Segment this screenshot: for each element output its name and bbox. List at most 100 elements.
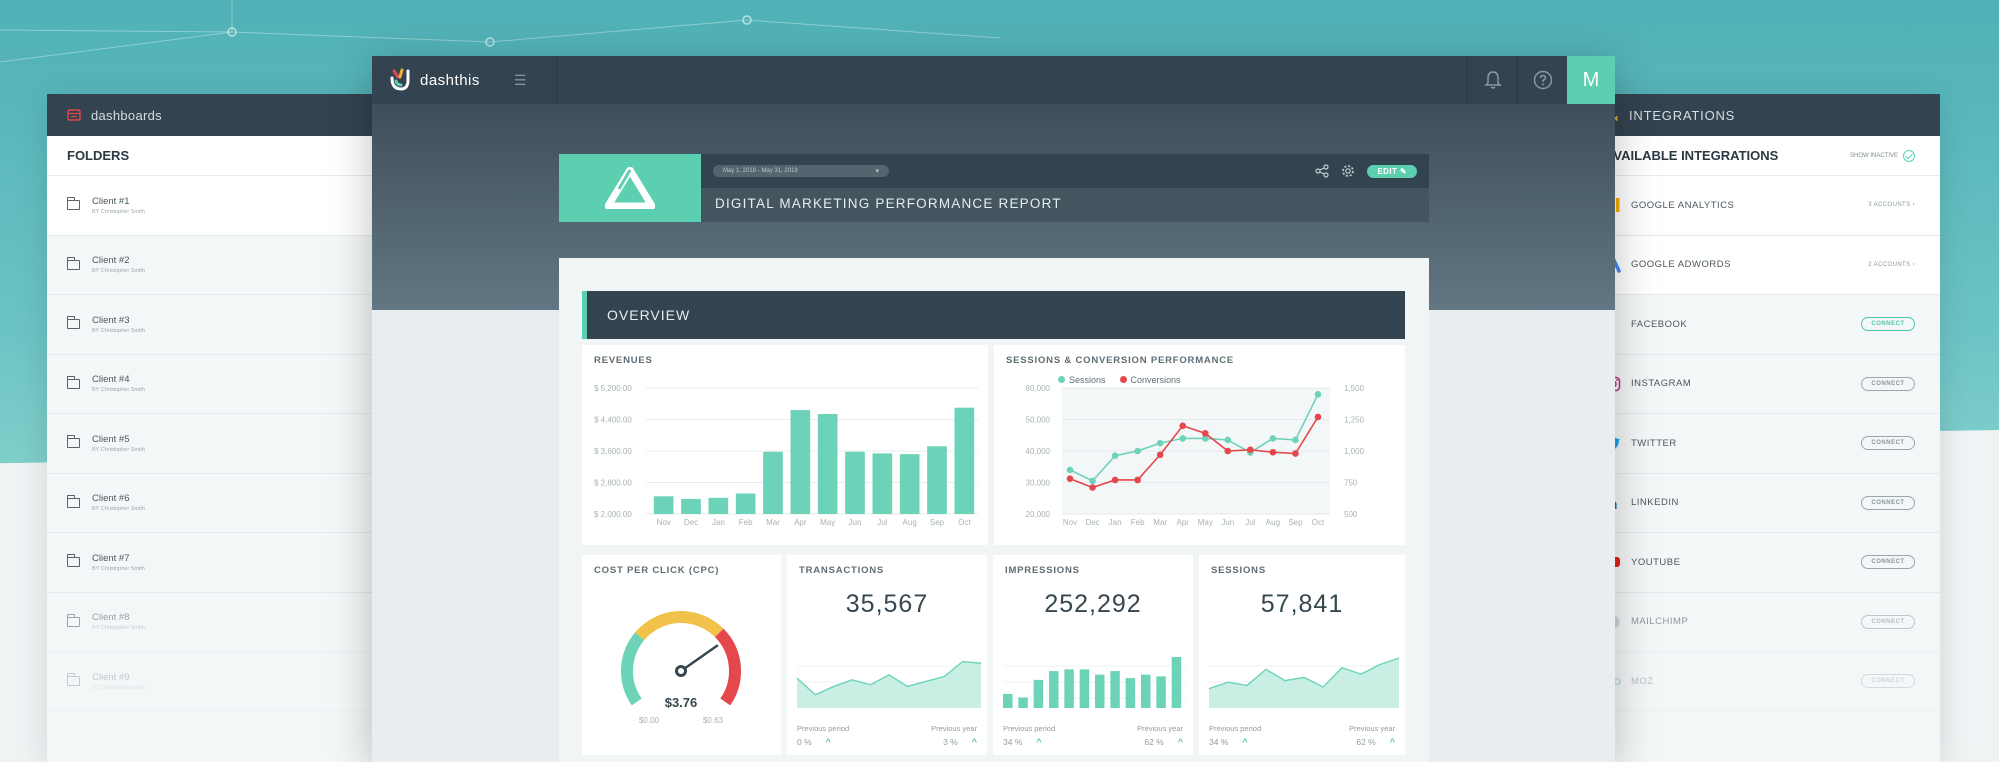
sessions-widget[interactable]: SESSIONS 57,841 Previous period 34 % ^ Pr…: [1199, 555, 1405, 755]
x-tick-label: Apr: [794, 518, 807, 527]
folder-item[interactable]: Client #6 BY Christopher Smith: [47, 474, 402, 533]
revenue-bar[interactable]: [899, 454, 920, 514]
impressions-bar[interactable]: [1156, 676, 1166, 708]
impressions-widget[interactable]: IMPRESSIONS 252,292 Previous period 34 %…: [993, 555, 1193, 755]
folder-item[interactable]: Client #2 BY Christopher Smith: [47, 236, 402, 295]
folder-item[interactable]: Client #5 BY Christopher Smith: [47, 414, 402, 474]
integration-name: GOOGLE ANALYTICS: [1631, 199, 1735, 211]
integration-item[interactable]: MOZMOZCONNECT: [1585, 652, 1940, 712]
impressions-bar[interactable]: [1033, 679, 1044, 708]
edit-button[interactable]: EDIT ✎: [1367, 164, 1417, 178]
point-conversions[interactable]: [1156, 451, 1164, 459]
transactions-widget[interactable]: TRANSACTIONS 35,567 Previous period 0 % ^…: [787, 555, 987, 755]
point-conversions[interactable]: [1269, 448, 1277, 456]
connect-button[interactable]: CONNECT: [1861, 376, 1915, 391]
folder-item[interactable]: Client #7 BY Christopher Smith: [47, 533, 402, 593]
revenue-bar[interactable]: [653, 496, 674, 514]
user-avatar[interactable]: M: [1567, 56, 1615, 104]
impressions-bar[interactable]: [1049, 671, 1059, 708]
integration-item[interactable]: INSTAGRAM CONNECT: [1585, 355, 1940, 414]
point-sessions[interactable]: [1134, 447, 1141, 455]
folder-item[interactable]: Client #8 BY Christopher Smith: [47, 593, 402, 652]
folder-owner: BY Christopher Smith: [92, 625, 145, 632]
folder-item[interactable]: Client #4 BY Christopher Smith: [47, 355, 402, 414]
folder-item[interactable]: Client #3 BY Christopher Smith: [47, 295, 402, 355]
integration-item[interactable]: TWITTER CONNECT: [1585, 414, 1940, 474]
point-conversions[interactable]: [1179, 422, 1187, 430]
integrations-panel-header: INTEGRATIONS: [1585, 94, 1940, 136]
revenues-widget[interactable]: REVENUES $ 2,000.00 $ 2,800.00 $ 3,600.00 $…: [582, 345, 988, 545]
app-logo[interactable]: dashthis ☰: [372, 56, 557, 104]
integration-accounts[interactable]: 2 ACCOUNTS ›: [1868, 261, 1915, 268]
right-y-tick-label: 1,500: [1344, 384, 1365, 393]
gauge-segment-low: [621, 632, 645, 706]
integration-item[interactable]: inLINKEDINCONNECT: [1585, 474, 1940, 533]
impressions-bar[interactable]: [1018, 697, 1028, 708]
point-sessions[interactable]: [1066, 466, 1074, 474]
point-conversions[interactable]: [1201, 430, 1209, 437]
impressions-bar[interactable]: [1110, 671, 1120, 708]
date-range-select[interactable]: May 1, 2018 - May 31, 2018 ▾: [713, 165, 889, 177]
revenue-bar[interactable]: [817, 413, 838, 514]
point-sessions[interactable]: [1089, 477, 1096, 485]
connect-button[interactable]: CONNECT: [1861, 614, 1915, 629]
impressions-bar[interactable]: [1003, 693, 1013, 708]
point-sessions[interactable]: [1111, 452, 1119, 460]
point-conversions[interactable]: [1314, 413, 1322, 421]
impressions-bar[interactable]: [1079, 669, 1090, 708]
connect-button[interactable]: CONNECT: [1861, 495, 1915, 510]
impressions-bar[interactable]: [1064, 669, 1074, 708]
impressions-bar[interactable]: [1141, 674, 1151, 708]
point-sessions[interactable]: [1179, 435, 1187, 442]
revenue-bar[interactable]: [927, 446, 947, 514]
revenue-bar[interactable]: [735, 493, 756, 514]
connect-button[interactable]: CONNECT: [1861, 555, 1915, 570]
menu-icon[interactable]: ☰: [513, 71, 527, 88]
point-conversions[interactable]: [1089, 484, 1096, 491]
point-conversions[interactable]: [1224, 447, 1232, 455]
folder-item[interactable]: Client #1 BY Christopher Smith: [47, 176, 402, 236]
integration-item[interactable]: GOOGLE ADWORDS 2 ACCOUNTS ›: [1585, 235, 1940, 295]
connect-button[interactable]: CONNECT: [1861, 674, 1915, 689]
folder-icon: [66, 256, 80, 270]
point-sessions[interactable]: [1269, 435, 1277, 442]
revenue-bar[interactable]: [681, 499, 701, 514]
sessions-conversion-widget[interactable]: SESSIONS & CONVERSION PERFORMANCE Sessio…: [994, 345, 1405, 545]
revenue-bar[interactable]: [845, 451, 865, 514]
folder-item[interactable]: Client #9 BY Christopher Smith: [47, 652, 402, 712]
connect-button[interactable]: CONNECT: [1861, 317, 1915, 332]
point-conversions[interactable]: [1066, 475, 1074, 483]
help-button[interactable]: [1517, 56, 1567, 104]
sessions-value: 57,841: [1260, 590, 1344, 618]
show-inactive-toggle[interactable]: SHOW INACTIVE: [1850, 149, 1915, 162]
revenue-bar[interactable]: [872, 453, 893, 514]
impressions-bar[interactable]: [1125, 678, 1136, 708]
point-conversions[interactable]: [1111, 476, 1119, 484]
integration-item[interactable]: GOOGLE ANALYTICS 3 ACCOUNTS ›: [1585, 176, 1940, 236]
revenue-bar[interactable]: [954, 407, 975, 514]
notifications-button[interactable]: [1467, 56, 1517, 104]
integration-item[interactable]: YOUTUBE CONNECT: [1585, 533, 1940, 593]
impressions-bar[interactable]: [1095, 674, 1105, 708]
point-sessions[interactable]: [1292, 436, 1299, 444]
point-conversions[interactable]: [1134, 476, 1141, 484]
share-icon[interactable]: [1315, 164, 1330, 178]
point-conversions[interactable]: [1247, 446, 1254, 454]
settings-gear-icon[interactable]: [1341, 164, 1355, 178]
x-tick-label: Jun: [849, 518, 862, 527]
cpc-widget[interactable]: COST PER CLICK (CPC) $3.76 $0.00 $0.63: [582, 555, 781, 755]
point-sessions[interactable]: [1224, 436, 1232, 444]
point-sessions[interactable]: [1314, 391, 1322, 398]
integration-item[interactable]: MAILCHIMP CONNECT: [1585, 593, 1940, 652]
point-conversions[interactable]: [1292, 450, 1299, 457]
revenue-bar[interactable]: [790, 410, 811, 514]
previous-period-label: Previous period: [1003, 724, 1056, 733]
revenue-bar[interactable]: [763, 451, 783, 514]
point-sessions[interactable]: [1201, 435, 1209, 442]
connect-button[interactable]: CONNECT: [1861, 436, 1915, 451]
impressions-bar[interactable]: [1171, 657, 1182, 708]
integration-item[interactable]: fFACEBOOKCONNECT: [1585, 295, 1940, 355]
revenue-bar[interactable]: [708, 497, 729, 514]
integration-accounts[interactable]: 3 ACCOUNTS ›: [1868, 202, 1915, 209]
point-sessions[interactable]: [1156, 439, 1164, 447]
